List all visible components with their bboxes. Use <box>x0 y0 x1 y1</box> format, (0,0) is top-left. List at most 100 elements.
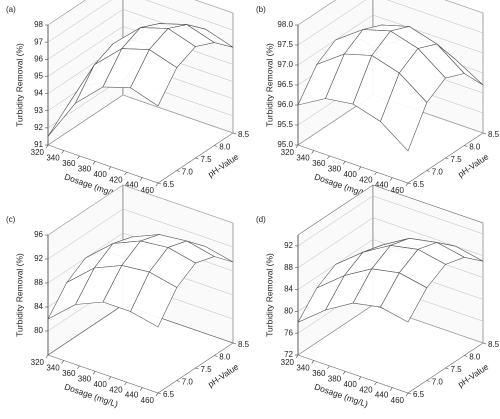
x-tick <box>358 376 362 380</box>
wall-grid-line <box>47 94 234 146</box>
z-tick-label: 95 <box>34 72 43 81</box>
y-tick-label: 8.5 <box>238 130 250 139</box>
x-tick-label: 340 <box>46 364 60 373</box>
z-tick-label: 80 <box>284 306 293 315</box>
y-tick <box>232 342 237 345</box>
panel-label: (a) <box>6 5 16 14</box>
wall-grid-line <box>297 239 484 290</box>
y-tick-label: 8.0 <box>219 143 231 152</box>
x-tick <box>390 177 393 181</box>
wall-grid-line <box>47 0 234 43</box>
z-tick-label: 88 <box>284 263 293 272</box>
x-tick-label: 440 <box>125 181 139 190</box>
x-tick-label: 360 <box>312 369 326 378</box>
wall-grid-line <box>47 208 234 260</box>
x-tick-label: 320 <box>281 148 295 157</box>
x-tick-label: 380 <box>328 164 342 173</box>
x-tick <box>390 387 393 391</box>
y-tick-label: 7.5 <box>451 365 463 374</box>
y-tick <box>482 342 487 345</box>
x-tick-label: 340 <box>46 154 60 163</box>
x-tick <box>374 171 377 176</box>
x-tick <box>342 371 346 375</box>
z-tick-label: 91 <box>34 140 43 149</box>
x-tick <box>108 166 112 170</box>
z-axis-title: Turbidity Removal (%) <box>14 43 24 127</box>
z-tick-label: 96 <box>34 230 43 239</box>
x-tick-label: 320 <box>31 358 45 367</box>
x-tick <box>77 365 80 370</box>
x-tick <box>77 155 80 160</box>
z-tick-label: 97.5 <box>277 40 293 49</box>
x-tick <box>342 161 346 165</box>
x-tick <box>61 360 64 364</box>
y-tick-label: 8.5 <box>238 340 250 349</box>
x-tick <box>311 150 314 154</box>
z-tick-label: 95.0 <box>277 140 293 149</box>
x-tick-label: 460 <box>141 186 155 195</box>
y-tick <box>232 132 237 135</box>
z-axis-title: Turbidity Removal (%) <box>14 253 24 337</box>
x-tick-label: 320 <box>281 358 295 367</box>
x-tick <box>295 354 299 359</box>
x-tick-label: 360 <box>62 159 76 168</box>
z-tick-label: 92 <box>34 123 43 132</box>
z-tick-label: 92 <box>34 254 43 263</box>
y-tick <box>214 145 218 147</box>
x-tick-label: 360 <box>312 159 326 168</box>
y-tick <box>426 170 430 172</box>
y-tick <box>426 380 430 382</box>
panel-label: (c) <box>6 215 16 224</box>
panel: 91 92 93 94 95 96 97 98 320340360380400420440460… <box>6 0 250 199</box>
x-tick-label: 340 <box>296 364 310 373</box>
y-tick-label: 6.5 <box>413 180 425 189</box>
y-tick <box>407 392 412 395</box>
x-tick-label: 440 <box>375 391 389 400</box>
wall-grid-line <box>297 0 484 26</box>
x-tick <box>61 150 64 154</box>
x-tick <box>92 371 96 375</box>
x-tick-label: 420 <box>109 175 123 184</box>
x-tick <box>140 387 143 391</box>
x-tick <box>108 376 112 380</box>
y-tick <box>176 380 180 382</box>
x-tick <box>124 171 127 176</box>
y-tick <box>157 392 162 395</box>
z-tick-label: 96.5 <box>277 80 293 89</box>
y-tick <box>195 157 199 160</box>
x-tick-label: 380 <box>328 374 342 383</box>
y-tick-label: 8.0 <box>219 353 231 362</box>
x-tick <box>140 177 143 181</box>
panel-label: (d) <box>256 215 266 224</box>
wall-grid-line <box>47 26 234 77</box>
x-tick-label: 420 <box>359 175 373 184</box>
wall-grid-line <box>297 0 484 46</box>
x-tick <box>358 166 362 170</box>
z-tick-label: 96.0 <box>277 100 293 109</box>
y-tick-label: 6.5 <box>163 390 175 399</box>
y-tick-label: 8.5 <box>488 340 500 349</box>
x-tick <box>45 144 49 149</box>
x-tick <box>327 155 330 160</box>
wall-grid-line <box>47 0 234 26</box>
x-tick-label: 460 <box>391 186 405 195</box>
x-tick-label: 420 <box>359 385 373 394</box>
x-tick <box>327 365 330 370</box>
wall-grid-line <box>47 184 234 236</box>
x-tick-label: 440 <box>375 181 389 190</box>
y-tick-label: 7.5 <box>451 155 463 164</box>
wall-grid-line <box>297 217 484 268</box>
z-tick-label: 76 <box>284 328 293 337</box>
z-tick-label: 80 <box>34 326 43 335</box>
x-tick-label: 380 <box>78 374 92 383</box>
y-tick <box>407 182 412 185</box>
panel: 7276808488923203403603804004204404606.57… <box>256 184 500 409</box>
y-tick <box>464 355 468 357</box>
surface-patch <box>380 72 428 152</box>
x-tick <box>311 360 314 364</box>
x-tick-label: 400 <box>343 380 357 389</box>
panel-label: (b) <box>256 5 266 14</box>
panel: 80848892963203403603804004204404606.57.0… <box>6 184 250 409</box>
z-tick-label: 92 <box>284 241 293 250</box>
z-tick-label: 96 <box>34 54 43 63</box>
